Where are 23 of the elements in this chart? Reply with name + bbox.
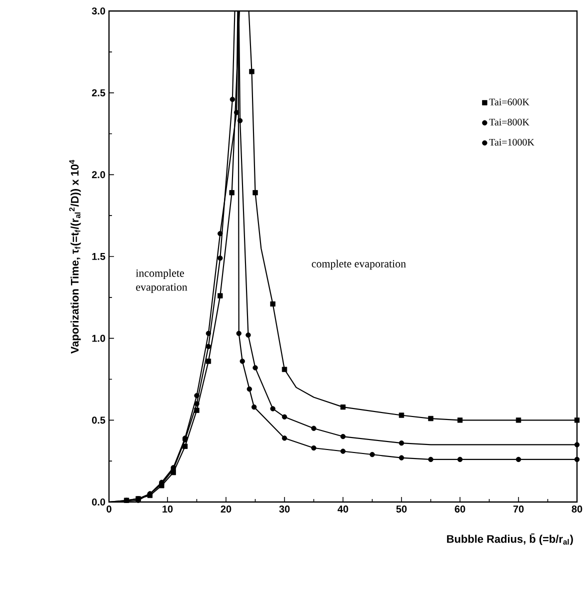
x-tick-label: 20: [220, 506, 232, 513]
x-tick-label: 70: [513, 506, 524, 513]
y-tick-label: 0.5: [92, 416, 106, 424]
x-tick-label: 10: [162, 506, 173, 513]
text: Vaporization Time, τ$_{f}$(=t$_{f}$/(r$_{al}$$^{2}$/D)) x 10$^{4}$: [69, 160, 81, 354]
legend-label: Tai=800K: [489, 118, 530, 126]
x-tick-label: 40: [338, 506, 348, 513]
legend-label: Tai=600K: [489, 98, 530, 106]
annotation: incomplete evaporation: [136, 269, 188, 293]
y-tick-label: 1.5: [92, 253, 106, 260]
x-tick-label: 80: [572, 506, 582, 513]
x-tick-label: 0: [106, 506, 112, 513]
y-tick-label: 0.0: [92, 498, 106, 506]
x-tick-label: 50: [396, 506, 407, 513]
y-tick-label: 1.0: [92, 334, 106, 342]
x-axis-title: Bubble Radius, b̄ (=b/r$_{al}$): [447, 534, 573, 546]
x-tick-label: 30: [279, 506, 290, 513]
annotation: complete evaporation: [312, 260, 406, 270]
y-tick-label: 2.0: [92, 171, 106, 178]
y-tick-label: 2.5: [92, 89, 106, 96]
legend-label: Tai=1000K: [489, 138, 534, 146]
x-tick-label: 60: [454, 506, 466, 513]
y-tick-label: 3.0: [92, 7, 106, 15]
